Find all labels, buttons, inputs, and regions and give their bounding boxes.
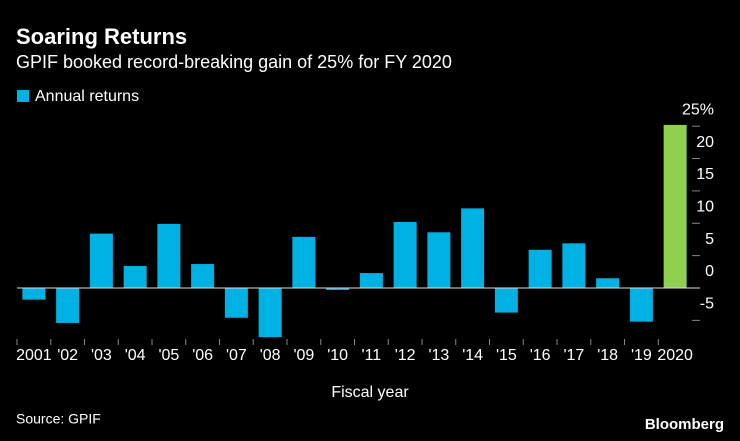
bar [326,287,350,290]
x-tick-label: '14 [462,347,483,364]
bar [157,223,181,288]
y-tick-label: -5 [700,296,714,313]
bar [629,287,653,322]
x-tick-label: '16 [530,347,551,364]
x-tick-label: 2001 [16,347,52,364]
bar [258,287,282,338]
y-tick-label: 10 [696,198,714,215]
x-axis-label: Fiscal year [331,384,409,401]
x-tick-label: '13 [428,347,449,364]
x-tick-label: '17 [563,347,584,364]
y-tick-label: 20 [696,134,714,151]
bar [663,124,687,288]
x-tick-label: 2020 [657,347,693,364]
brand: Bloomberg [645,416,724,433]
y-tick-label: 0 [705,263,714,280]
x-tick-label: '03 [91,347,112,364]
x-tick-label: '05 [158,347,179,364]
x-tick-label: '11 [362,347,382,364]
bar [292,236,316,288]
bar [89,233,113,288]
x-tick-label: '15 [496,347,517,364]
bar [596,278,620,288]
x-tick-label: '07 [226,347,247,364]
source: Source: GPIF [16,411,101,427]
bar [461,208,485,288]
y-tick-label: 5 [705,231,714,248]
bar [359,273,383,288]
bar [393,221,417,288]
bar [562,243,586,288]
bar [427,232,451,288]
x-tick-label: '09 [293,347,314,364]
x-tick-label: '10 [327,347,348,364]
x-tick-label: '06 [192,347,213,364]
bar [224,287,248,318]
x-tick-label: '18 [597,347,618,364]
chart-subtitle: GPIF booked record-breaking gain of 25% … [16,52,452,72]
chart-title: Soaring Returns [16,24,187,49]
x-tick-label: '12 [395,347,416,364]
legend-label: Annual returns [35,88,139,105]
x-tick-label: '04 [125,347,146,364]
bar [528,249,552,288]
x-tick-label: '19 [631,347,652,364]
y-tick-label: 15 [696,166,714,183]
bar [191,264,215,288]
x-tick-label: '02 [57,347,78,364]
y-tick-label: 25% [682,101,714,118]
x-tick-label: '08 [260,347,281,364]
bar [123,265,147,288]
bar [22,287,46,300]
legend-swatch [17,90,29,102]
bar [494,287,518,313]
bar [56,287,80,323]
